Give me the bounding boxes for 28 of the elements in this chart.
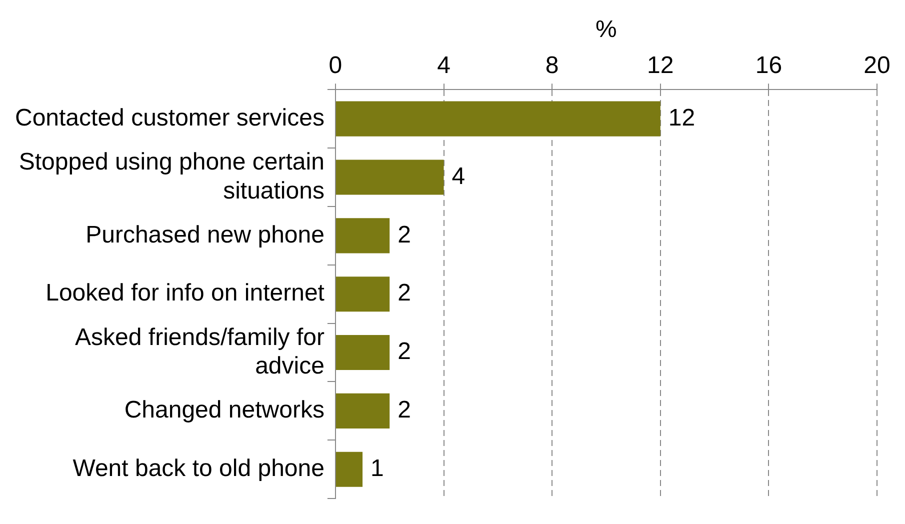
x-tick-label: 16 — [755, 52, 782, 79]
x-tick-label: 0 — [328, 52, 342, 79]
y-tick-label: Asked friends/family for advice — [75, 324, 324, 380]
y-tick-label: Went back to old phone — [72, 455, 324, 482]
bar — [336, 335, 390, 370]
data-label: 12 — [668, 104, 696, 132]
bar — [336, 160, 444, 195]
bar — [336, 276, 390, 312]
y-tick-label: Contacted customer services — [14, 104, 324, 132]
bar — [336, 218, 390, 254]
x-tick-label: 12 — [647, 52, 674, 79]
x-axis-title: % — [596, 16, 617, 44]
x-tick-label: 4 — [437, 52, 450, 79]
data-label: 2 — [398, 396, 411, 424]
data-label: 2 — [398, 280, 411, 307]
bar — [336, 101, 660, 136]
y-tick-label: Looked for info on internet — [46, 280, 325, 307]
bar — [336, 452, 363, 487]
y-tick-label: Stopped using phone certain situations — [18, 148, 324, 204]
x-tick-label: 8 — [545, 52, 559, 79]
data-label: 4 — [452, 162, 466, 190]
data-label: 2 — [398, 221, 411, 248]
y-tick-label: Changed networks — [124, 396, 324, 424]
y-tick-label: Purchased new phone — [86, 221, 324, 248]
bar — [336, 393, 390, 428]
x-tick-label: 20 — [864, 52, 890, 79]
data-label: 2 — [398, 338, 411, 366]
data-label: 1 — [370, 455, 384, 482]
